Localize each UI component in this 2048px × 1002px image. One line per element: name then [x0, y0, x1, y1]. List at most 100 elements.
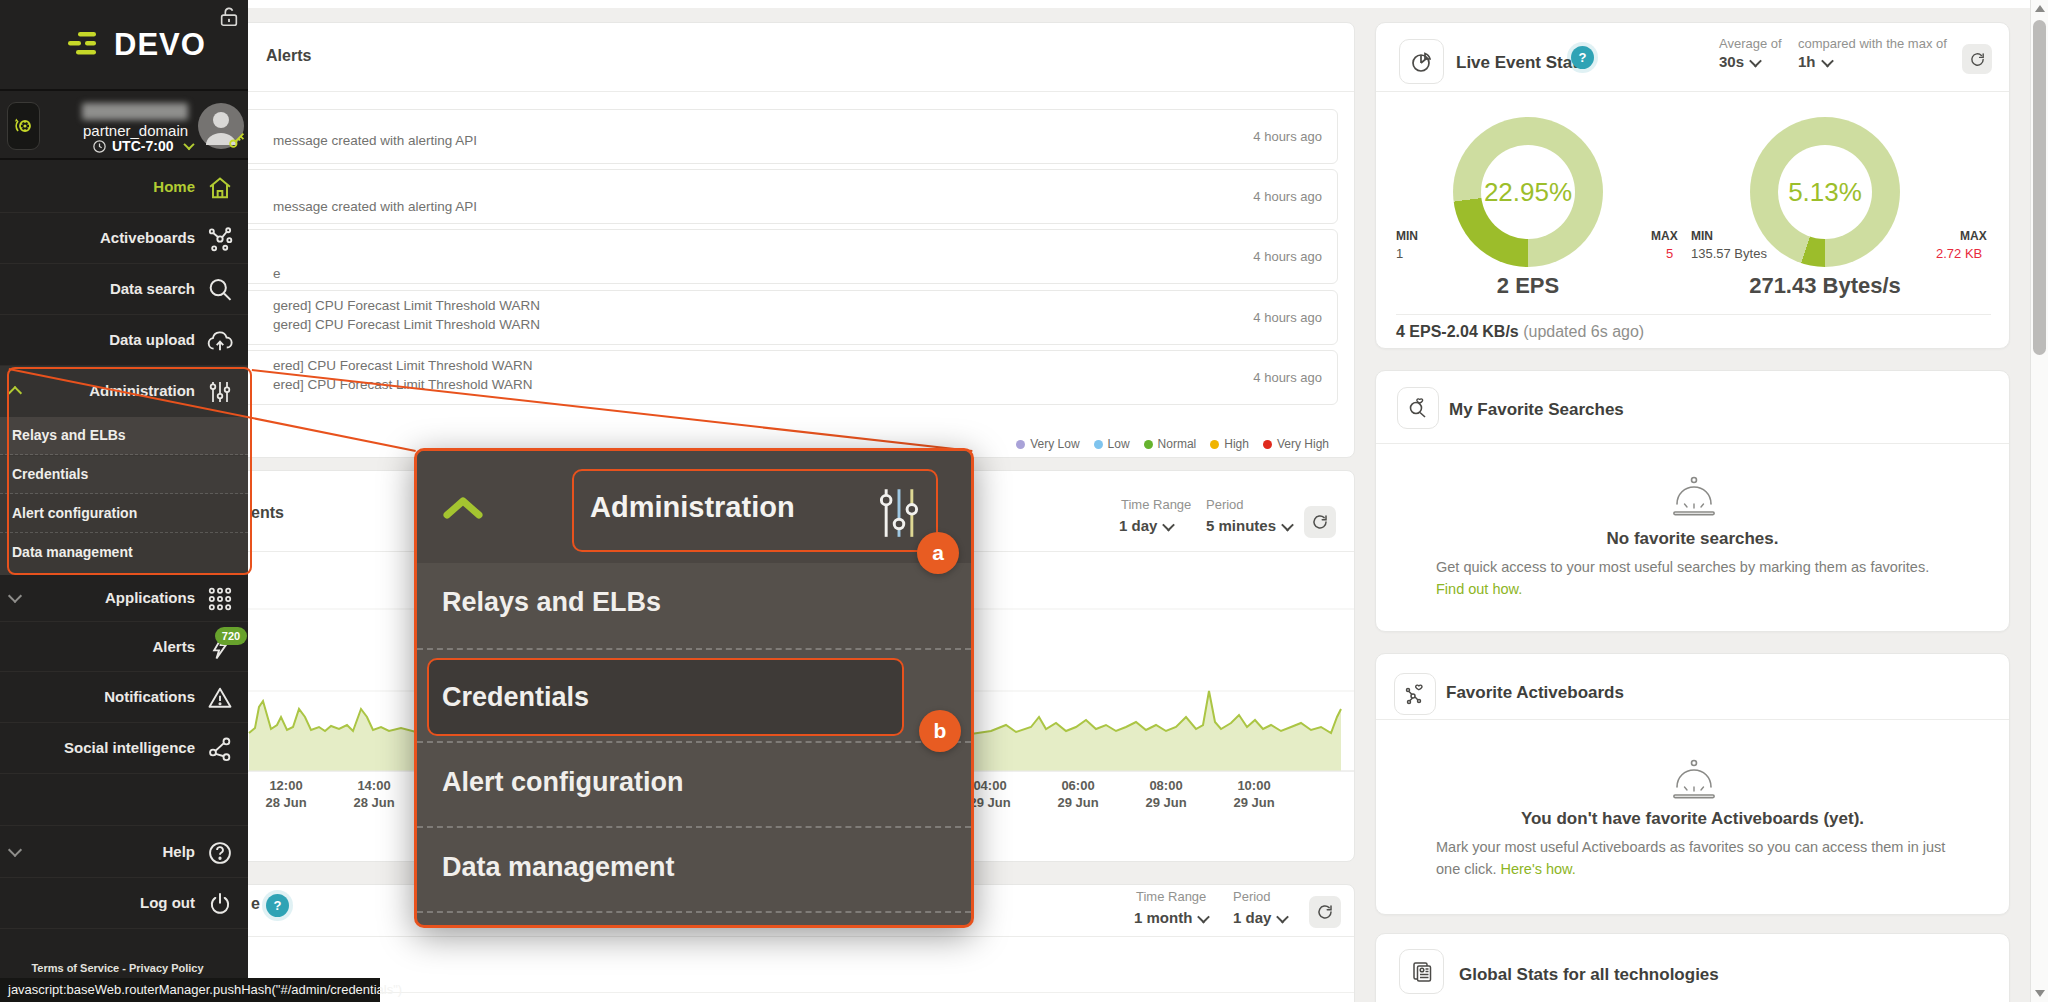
sidebar-item-help[interactable]: Help — [0, 827, 248, 878]
refresh-button[interactable] — [1309, 896, 1341, 928]
sidebar-item-applications[interactable]: Applications — [0, 575, 248, 622]
alert-item[interactable]: ered] CPU Forecast Limit Threshold WARN … — [206, 350, 1338, 405]
bytes-donut-chart: 5.13% — [1750, 117, 1900, 267]
refresh-icon — [1316, 903, 1334, 921]
submenu-item-data-management[interactable]: Data management — [0, 534, 248, 572]
popup-bottom-strip — [417, 911, 971, 928]
cloche-icon — [1669, 757, 1719, 803]
bytes-percentage: 5.13% — [1750, 177, 1900, 208]
refresh-icon — [1969, 51, 1986, 68]
avatar[interactable] — [198, 103, 244, 149]
alert-time: 4 hours ago — [1253, 249, 1322, 264]
sidebar-item-social-intelligence[interactable]: Social intelligence — [0, 723, 248, 774]
eps-value: 2 EPS — [1378, 273, 1678, 299]
popup-item-relays[interactable]: Relays and ELBs — [417, 563, 971, 648]
search-heart-icon — [1397, 387, 1439, 429]
sidebar-item-notifications[interactable]: Notifications — [0, 672, 248, 723]
submenu-item-credentials[interactable]: Credentials — [0, 456, 248, 494]
popup-administration-row[interactable]: Administration — [417, 451, 971, 563]
alert-time: 4 hours ago — [1253, 189, 1322, 204]
chevron-up-icon — [8, 386, 22, 400]
time-range-label: Time Range — [1136, 889, 1206, 904]
popup-administration-label: Administration — [590, 491, 795, 524]
alert-text: message created with alerting API — [273, 199, 477, 214]
scroll-down-arrow[interactable] — [2035, 990, 2045, 997]
timezone-selector[interactable]: UTC-7:00 — [92, 138, 193, 154]
period-select[interactable]: 1 day — [1233, 909, 1287, 926]
period-label: Period — [1206, 497, 1244, 512]
average-of-select[interactable]: 30s — [1719, 53, 1760, 70]
popup-item-credentials[interactable]: Credentials — [417, 648, 971, 741]
cloche-icon — [1669, 474, 1719, 520]
timezone-label: UTC-7:00 — [112, 138, 173, 154]
callout-badge-a: a — [917, 532, 959, 574]
scrollbar-thumb[interactable] — [2033, 20, 2046, 355]
sidebar-spacer — [0, 774, 248, 826]
applications-grid-icon — [206, 585, 234, 613]
empty-state-text: Get quick access to your most useful sea… — [1436, 556, 1958, 600]
alert-time: 4 hours ago — [1253, 370, 1322, 385]
domain-switch-button[interactable] — [7, 102, 40, 150]
alert-text: ered] CPU Forecast Limit Threshold WARN — [273, 358, 533, 373]
time-range-select[interactable]: 1 day — [1119, 517, 1173, 534]
sidebar-item-data-upload[interactable]: Data upload — [0, 315, 248, 366]
legend-dot-high — [1210, 440, 1219, 449]
sliders-icon — [877, 483, 921, 543]
sliders-icon — [206, 378, 234, 406]
blurred-username — [82, 103, 188, 120]
home-icon — [206, 174, 234, 202]
admin-menu-popup: Administration Relays and ELBs Credentia… — [414, 448, 974, 928]
refresh-button[interactable] — [1304, 506, 1336, 538]
submenu-item-alert-configuration[interactable]: Alert configuration — [0, 495, 248, 533]
scroll-up-arrow[interactable] — [2035, 5, 2045, 12]
favorite-searches-title: My Favorite Searches — [1449, 400, 1624, 420]
time-range-select[interactable]: 1 month — [1134, 909, 1208, 926]
legend-dot-very-low — [1016, 440, 1025, 449]
alert-text: gered] CPU Forecast Limit Threshold WARN — [273, 298, 540, 313]
chevron-down-icon — [1749, 55, 1762, 68]
period-select[interactable]: 5 minutes — [1206, 517, 1292, 534]
alert-text: gered] CPU Forecast Limit Threshold WARN — [273, 317, 540, 332]
global-stats-title: Global Stats for all technologies — [1459, 965, 1719, 985]
compared-with-label: compared with the max of — [1798, 36, 1947, 51]
eps-percentage: 22.95% — [1453, 177, 1603, 208]
alert-item[interactable]: e 4 hours ago — [206, 229, 1338, 284]
refresh-button[interactable] — [1962, 44, 1992, 74]
activeboards-icon — [206, 225, 234, 253]
sidebar-item-data-search[interactable]: Data search — [0, 264, 248, 315]
chevron-down-icon — [184, 139, 195, 150]
alert-item[interactable]: message created with alerting API 4 hour… — [206, 109, 1338, 164]
help-icon[interactable]: ? — [266, 894, 289, 917]
logo-area: DEVO — [0, 0, 248, 91]
heres-how-link[interactable]: Here's how. — [1500, 861, 1575, 877]
alert-item[interactable]: gered] CPU Forecast Limit Threshold WARN… — [206, 290, 1338, 345]
sidebar-item-alerts[interactable]: Alerts 720 — [0, 622, 248, 672]
average-of-label: Average of — [1719, 36, 1782, 51]
events-panel-title-fragment: ents — [251, 504, 284, 522]
alert-time: 4 hours ago — [1253, 129, 1322, 144]
legend-item: Normal — [1144, 437, 1197, 451]
legend-item: Very High — [1263, 437, 1329, 451]
sidebar-item-logout[interactable]: Log out — [0, 878, 248, 929]
eps-donut-chart: 22.95% — [1453, 117, 1603, 267]
user-area: partner_domain UTC-7:00 — [0, 93, 248, 160]
chevron-down-icon — [8, 843, 22, 857]
compared-with-select[interactable]: 1h — [1798, 53, 1832, 70]
terms-privacy-links[interactable]: Terms of Service - Privacy Policy — [25, 962, 210, 974]
sidebar-item-home[interactable]: Home — [0, 162, 248, 213]
popup-item-alert-configuration[interactable]: Alert configuration — [417, 741, 971, 826]
help-icon[interactable]: ? — [1571, 46, 1594, 69]
popup-item-data-management[interactable]: Data management — [417, 826, 971, 911]
severity-legend: Very Low Low Normal High Very High — [1016, 437, 1329, 451]
legend-dot-normal — [1144, 440, 1153, 449]
devo-logo-text: DEVO — [114, 27, 206, 63]
scrollbar[interactable] — [2030, 0, 2048, 1002]
chevron-up-icon — [442, 494, 484, 522]
alert-text: e — [273, 266, 281, 281]
sidebar-item-activeboards[interactable]: Activeboards — [0, 213, 248, 264]
submenu-item-relays[interactable]: Relays and ELBs — [0, 417, 248, 455]
find-out-how-link[interactable]: Find out how. — [1436, 581, 1522, 597]
share-icon — [206, 735, 234, 763]
sidebar: DEVO partner_domain UTC-7:00 Home Active… — [0, 0, 248, 1002]
alert-item[interactable]: message created with alerting API 4 hour… — [206, 169, 1338, 224]
